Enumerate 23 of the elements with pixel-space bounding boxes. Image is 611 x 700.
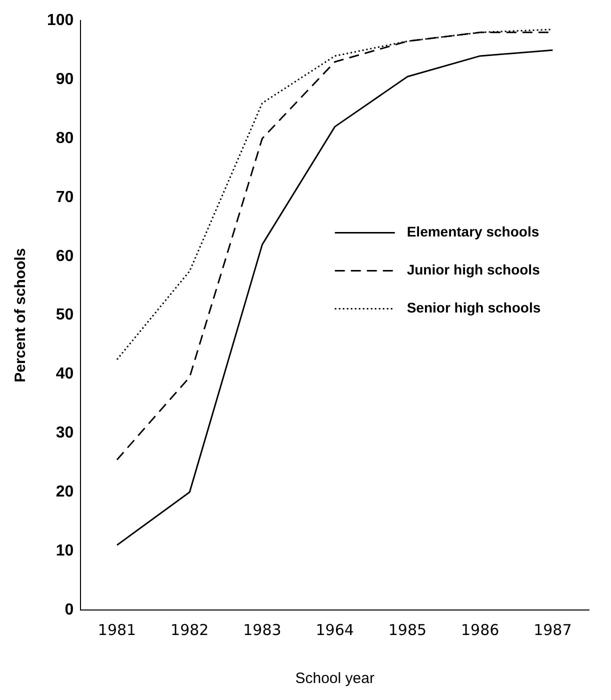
y-tick-label: 60 xyxy=(56,248,74,265)
x-tick-label: 1986 xyxy=(460,620,500,639)
legend-label: Elementary schools xyxy=(406,224,540,240)
x-tick-label: 1964 xyxy=(316,620,354,639)
y-axis-title: Percent of schools xyxy=(12,248,30,382)
x-tick-label: 1987 xyxy=(534,620,572,639)
y-tick-label: 40 xyxy=(56,366,74,383)
y-tick-label: 30 xyxy=(56,424,74,442)
x-tick-label: 1981 xyxy=(98,620,136,639)
y-tick-label: 10 xyxy=(56,542,74,560)
legend-label: Senior high schools xyxy=(406,300,541,316)
y-tick-label: 0 xyxy=(64,601,74,618)
y-tick-label: 90 xyxy=(56,70,74,88)
y-tick-label: 50 xyxy=(56,306,74,324)
x-tick-label: 1983 xyxy=(243,620,282,639)
y-tick-label: 100 xyxy=(46,12,74,30)
x-axis-title: School year xyxy=(295,670,374,688)
x-tick-label: 1982 xyxy=(170,620,209,639)
y-tick-label: 70 xyxy=(56,188,74,206)
y-tick-label: 80 xyxy=(56,130,74,147)
legend-label: Junior high schools xyxy=(406,262,540,278)
y-tick-label: 20 xyxy=(56,484,74,501)
x-tick-label: 1985 xyxy=(388,620,427,639)
